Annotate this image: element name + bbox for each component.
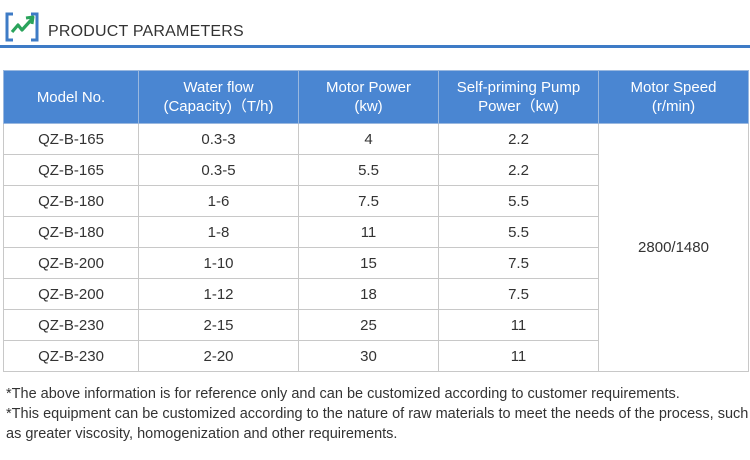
pump-power-cell: 7.5 (438, 247, 599, 279)
column-header-model-no: Model No. (3, 70, 139, 124)
table-row: QZ-B-165 0.3-3 4 2.2 2800/1480 (3, 123, 749, 372)
motor-speed-cell: 2800/1480 (598, 123, 749, 372)
motor-power-cell: 25 (298, 309, 439, 341)
column-header-motor-power: Motor Power (kw) (298, 70, 439, 124)
column-header-line: Power（kw) (478, 98, 559, 115)
pump-power-cell: 7.5 (438, 278, 599, 310)
footnotes: *The above information is for reference … (6, 384, 750, 444)
model-cell: QZ-B-180 (3, 216, 139, 248)
model-cell: QZ-B-230 (3, 340, 139, 372)
flow-cell: 0.3-5 (138, 154, 299, 186)
pump-power-cell: 5.5 (438, 185, 599, 217)
model-cell: QZ-B-180 (3, 185, 139, 217)
bracket-arrow-logo-icon (5, 12, 39, 42)
pump-power-cell: 2.2 (438, 154, 599, 186)
flow-cell: 1-10 (138, 247, 299, 279)
motor-power-cell: 15 (298, 247, 439, 279)
motor-power-cell: 11 (298, 216, 439, 248)
table-row: QZ-B-165 0.3-5 5.5 2.2 (3, 154, 749, 186)
motor-power-cell: 5.5 (298, 154, 439, 186)
table-row: QZ-B-230 2-15 25 11 (3, 309, 749, 341)
flow-cell: 0.3-3 (138, 123, 299, 155)
model-cell: QZ-B-200 (3, 278, 139, 310)
column-header-line: Water flow (183, 79, 254, 96)
column-header-water-flow: Water flow (Capacity)（T/h) (138, 70, 299, 124)
table-header-row: Model No. Water flow (Capacity)（T/h) Motor … (3, 70, 749, 124)
model-cell: QZ-B-200 (3, 247, 139, 279)
table-row: QZ-B-180 1-8 11 5.5 (3, 216, 749, 248)
footnote-customization: *This equipment can be customized accord… (6, 406, 749, 442)
flow-cell: 1-8 (138, 216, 299, 248)
column-header-line: (r/min) (651, 98, 696, 115)
header-divider (0, 45, 750, 48)
column-header-pump-power: Self-priming Pump Power（kw) (438, 70, 599, 124)
pump-power-cell: 2.2 (438, 123, 599, 155)
table-row: QZ-B-200 1-12 18 7.5 (3, 278, 749, 310)
table-row: QZ-B-180 1-6 7.5 5.5 (3, 185, 749, 217)
flow-cell: 1-12 (138, 278, 299, 310)
column-header-line: Motor Speed (630, 79, 717, 96)
flow-cell: 2-20 (138, 340, 299, 372)
column-header-line: (kw) (354, 98, 383, 115)
pump-power-cell: 5.5 (438, 216, 599, 248)
column-header-line: Model No. (36, 88, 106, 106)
motor-power-cell: 4 (298, 123, 439, 155)
table-body: QZ-B-165 0.3-3 4 2.2 2800/1480 QZ-B-165 0.3-5 5… (3, 123, 749, 372)
footnote-reference: *The above information is for reference … (6, 386, 680, 402)
model-cell: QZ-B-165 (3, 123, 139, 155)
column-header-line: (Capacity)（T/h) (163, 98, 274, 115)
flow-cell: 2-15 (138, 309, 299, 341)
column-header-line: Self-priming Pump (456, 79, 581, 96)
pump-power-cell: 11 (438, 309, 599, 341)
column-header-motor-speed: Motor Speed (r/min) (598, 70, 749, 124)
motor-power-cell: 18 (298, 278, 439, 310)
page-title: PRODUCT PARAMETERS (48, 23, 244, 40)
model-cell: QZ-B-230 (3, 309, 139, 341)
table-row: QZ-B-230 2-20 30 11 (3, 340, 749, 372)
motor-power-cell: 30 (298, 340, 439, 372)
table-row: QZ-B-200 1-10 15 7.5 (3, 247, 749, 279)
flow-cell: 1-6 (138, 185, 299, 217)
motor-power-cell: 7.5 (298, 185, 439, 217)
column-header-line: Motor Power (325, 79, 412, 96)
product-parameters-table: Model No. Water flow (Capacity)（T/h) Motor … (3, 70, 749, 372)
page-header: PRODUCT PARAMETERS (0, 0, 750, 50)
pump-power-cell: 11 (438, 340, 599, 372)
model-cell: QZ-B-165 (3, 154, 139, 186)
